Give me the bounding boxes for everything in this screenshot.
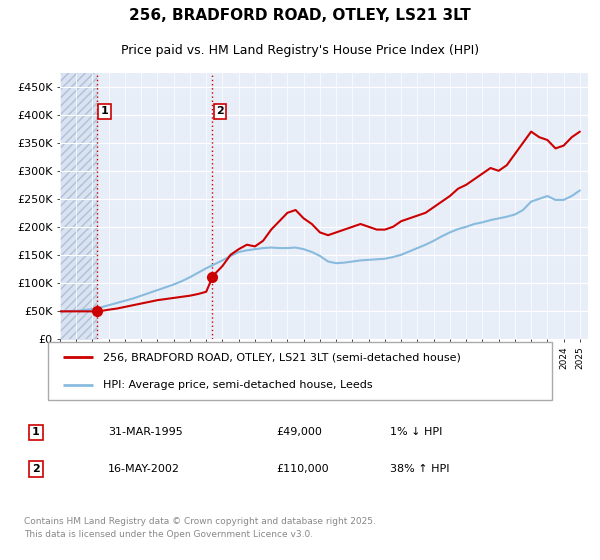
Text: Contains HM Land Registry data © Crown copyright and database right 2025.
This d: Contains HM Land Registry data © Crown c… (24, 517, 376, 539)
Text: 2: 2 (217, 106, 224, 116)
Text: 31-MAR-1995: 31-MAR-1995 (108, 427, 183, 437)
Text: 38% ↑ HPI: 38% ↑ HPI (390, 464, 449, 474)
Text: 1: 1 (32, 427, 40, 437)
Text: 256, BRADFORD ROAD, OTLEY, LS21 3LT: 256, BRADFORD ROAD, OTLEY, LS21 3LT (129, 8, 471, 23)
Text: Price paid vs. HM Land Registry's House Price Index (HPI): Price paid vs. HM Land Registry's House … (121, 44, 479, 57)
Text: 1: 1 (101, 106, 109, 116)
Text: £49,000: £49,000 (276, 427, 322, 437)
FancyBboxPatch shape (48, 342, 552, 400)
Text: 256, BRADFORD ROAD, OTLEY, LS21 3LT (semi-detached house): 256, BRADFORD ROAD, OTLEY, LS21 3LT (sem… (103, 352, 461, 362)
Text: 16-MAY-2002: 16-MAY-2002 (108, 464, 180, 474)
Text: 2: 2 (32, 464, 40, 474)
Text: 1% ↓ HPI: 1% ↓ HPI (390, 427, 442, 437)
Text: £110,000: £110,000 (276, 464, 329, 474)
Text: HPI: Average price, semi-detached house, Leeds: HPI: Average price, semi-detached house,… (103, 380, 373, 390)
